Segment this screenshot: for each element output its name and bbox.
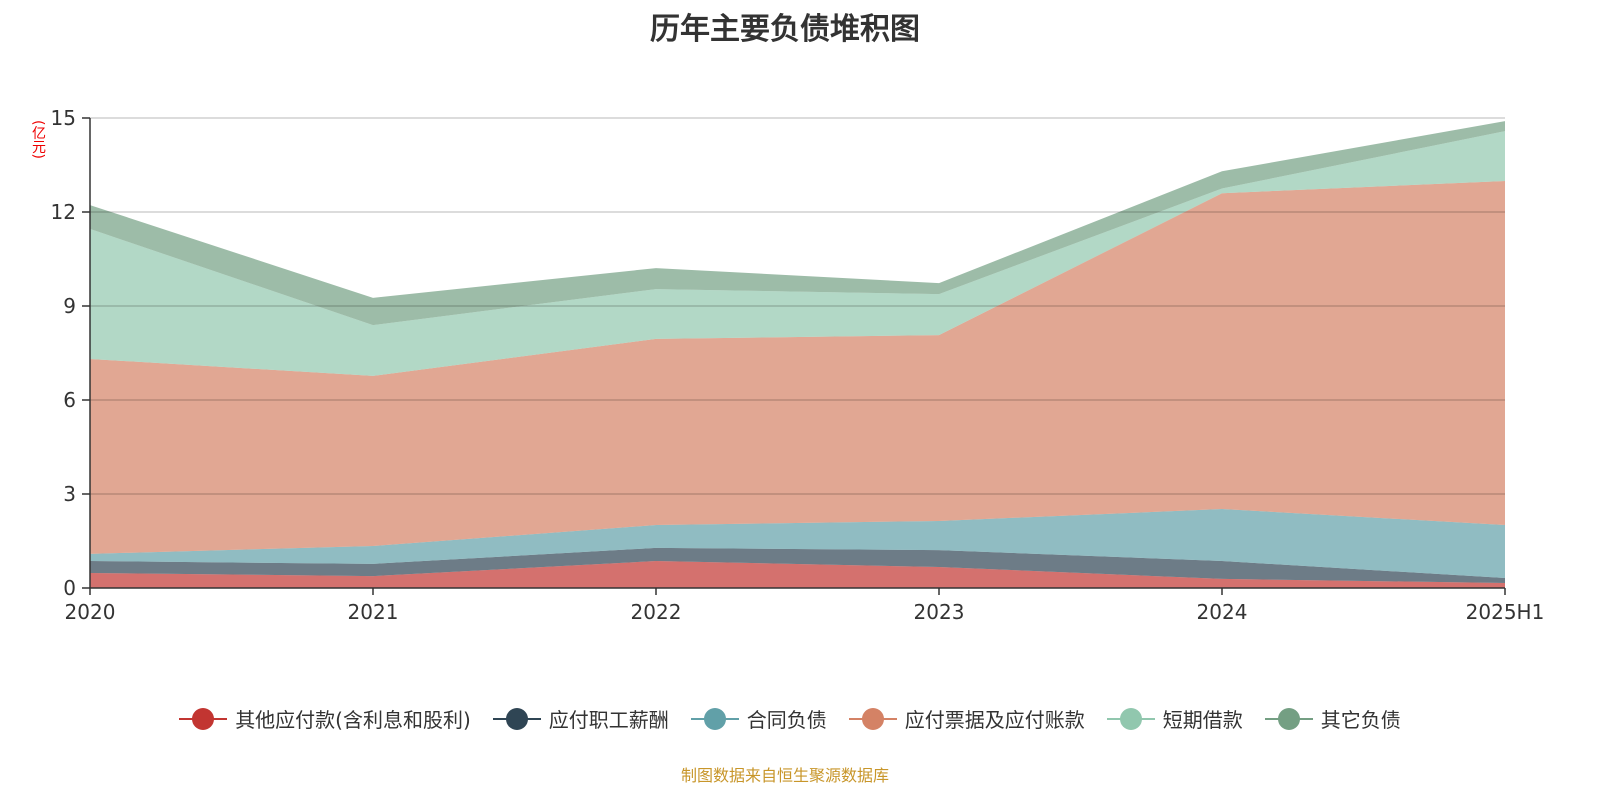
x-tick-label: 2025H1 bbox=[1466, 600, 1545, 624]
area-series-2 bbox=[90, 509, 1505, 578]
source-footer: 制图数据来自恒生聚源数据库 bbox=[680, 766, 889, 785]
legend-label: 其他应付款(含利息和股利) bbox=[235, 708, 471, 732]
y-tick-label: 0 bbox=[63, 576, 76, 600]
legend-item[interactable]: 应付票据及应付账款 bbox=[848, 704, 1085, 733]
y-tick-label: 6 bbox=[63, 388, 76, 412]
y-axis-unit: (亿元) bbox=[30, 120, 46, 159]
x-tick-label: 2021 bbox=[348, 600, 399, 624]
legend-item[interactable]: 其他应付款(含利息和股利) bbox=[179, 704, 471, 733]
legend-item[interactable]: 合同负债 bbox=[690, 704, 827, 733]
x-tick-label: 2020 bbox=[65, 600, 116, 624]
legend-marker-icon bbox=[1106, 707, 1155, 731]
area-series-3 bbox=[90, 180, 1505, 554]
legend-label: 合同负债 bbox=[746, 708, 827, 732]
legend-label: 其它负债 bbox=[1320, 708, 1401, 732]
legend-marker-icon bbox=[179, 707, 228, 731]
legend-label: 短期借款 bbox=[1162, 708, 1243, 732]
legend-marker-icon bbox=[690, 707, 739, 731]
legend-item[interactable]: 其它负债 bbox=[1264, 704, 1401, 733]
y-tick-label: 15 bbox=[51, 106, 76, 130]
y-tick-label: 3 bbox=[63, 482, 76, 506]
legend: 其他应付款(含利息和股利) 应付职工薪酬 合同负债 应付票据及应付账款 短期借款 其它负债 bbox=[0, 704, 1580, 733]
y-tick-label: 12 bbox=[51, 200, 76, 224]
area-series-4 bbox=[90, 131, 1505, 376]
legend-item[interactable]: 短期借款 bbox=[1106, 704, 1243, 733]
chart-title: 历年主要负债堆积图 bbox=[650, 12, 920, 47]
x-tick-label: 2023 bbox=[914, 600, 965, 624]
legend-marker-icon bbox=[492, 707, 541, 731]
x-tick-label: 2024 bbox=[1197, 600, 1248, 624]
legend-marker-icon bbox=[1264, 707, 1313, 731]
area-series-5 bbox=[90, 121, 1505, 326]
y-tick-label: 9 bbox=[63, 294, 76, 318]
area-series-1 bbox=[90, 547, 1505, 583]
legend-marker-icon bbox=[848, 707, 897, 731]
legend-item[interactable]: 应付职工薪酬 bbox=[492, 704, 669, 733]
legend-label: 应付票据及应付账款 bbox=[904, 708, 1085, 732]
x-tick-label: 2022 bbox=[631, 600, 682, 624]
legend-label: 应付职工薪酬 bbox=[548, 708, 669, 732]
area-series-0 bbox=[90, 561, 1505, 588]
